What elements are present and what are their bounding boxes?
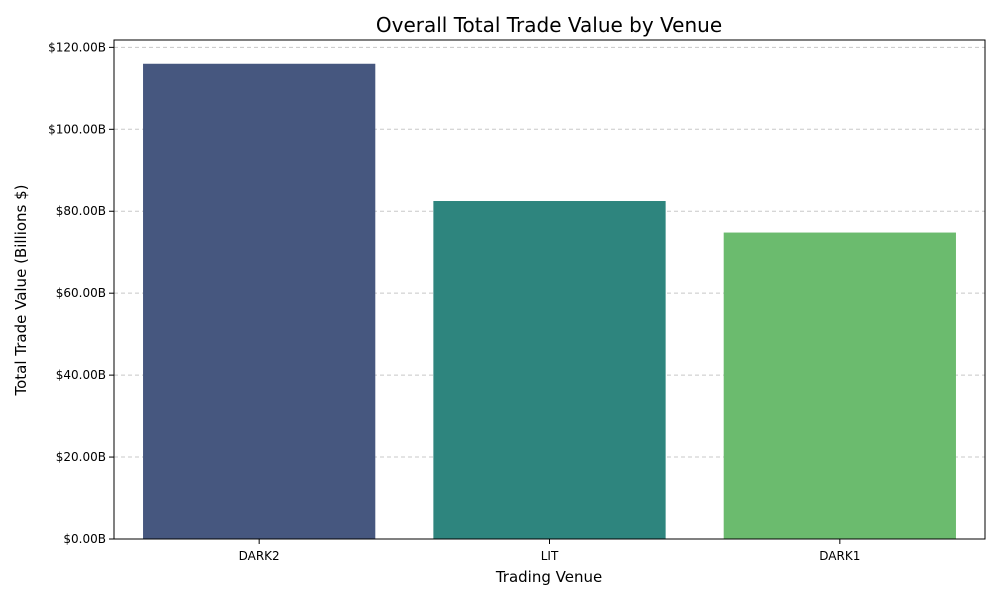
y-tick-label: $20.00B [56,450,106,464]
y-tick-label: $60.00B [56,286,106,300]
chart-title: Overall Total Trade Value by Venue [376,13,722,37]
x-tick-label: LIT [541,549,559,563]
bars [143,63,956,540]
y-tick-label: $80.00B [56,204,106,218]
y-tick-label: $100.00B [48,122,106,136]
x-axis: DARK2 LIT DARK1 [239,539,860,563]
y-axis-label: Total Trade Value (Billions $) [12,184,30,396]
bar-dark1 [723,232,956,540]
y-axis: $0.00B $20.00B $40.00B $60.00B $80.00B $100.0… [48,40,114,546]
y-tick-label: $120.00B [48,40,106,54]
x-tick-label: DARK2 [239,549,280,563]
bar-dark2 [143,63,376,540]
x-axis-label: Trading Venue [495,568,602,586]
y-tick-label: $40.00B [56,368,106,382]
y-tick-label: $0.00B [63,532,106,546]
bar-lit [433,201,666,539]
x-tick-label: DARK1 [819,549,860,563]
